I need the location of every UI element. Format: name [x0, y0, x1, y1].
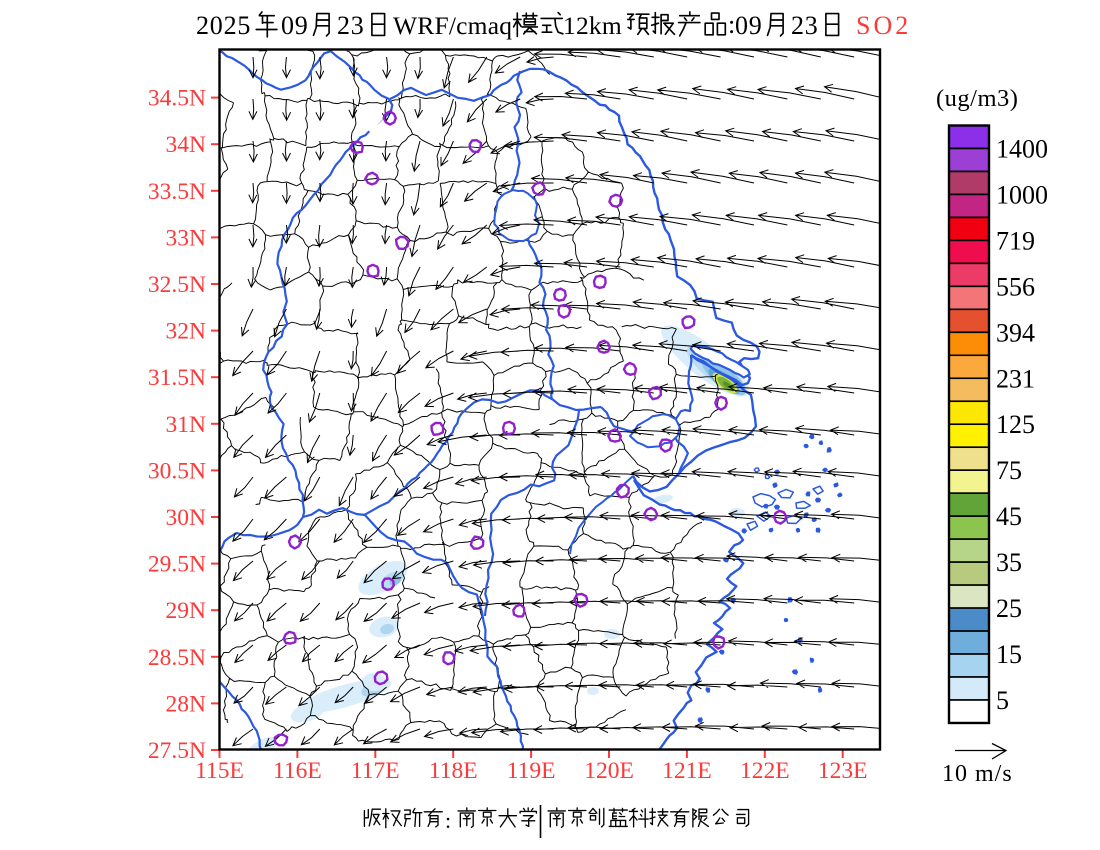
svg-text:123E: 123E — [818, 758, 868, 784]
svg-text:1000: 1000 — [996, 180, 1048, 209]
svg-text:28.5N: 28.5N — [148, 645, 206, 671]
svg-text:117E: 117E — [351, 758, 400, 784]
svg-text:SO2: SO2 — [856, 11, 911, 40]
svg-text:2025: 2025 — [196, 11, 251, 40]
svg-text:23: 23 — [337, 11, 365, 40]
svg-text:32N: 32N — [166, 319, 207, 345]
svg-text:118E: 118E — [429, 758, 478, 784]
svg-text:45: 45 — [996, 502, 1022, 531]
svg-text:28N: 28N — [166, 691, 207, 717]
svg-text:122E: 122E — [740, 758, 790, 784]
svg-text:1400: 1400 — [996, 135, 1048, 164]
svg-text:23: 23 — [791, 11, 819, 40]
svg-text:31.5N: 31.5N — [148, 365, 206, 391]
svg-text::: : — [445, 808, 451, 833]
svg-text:35: 35 — [996, 548, 1022, 577]
svg-text:34N: 34N — [166, 132, 207, 158]
svg-text:29.5N: 29.5N — [148, 552, 206, 578]
svg-text:31N: 31N — [166, 412, 207, 438]
svg-text:394: 394 — [996, 318, 1035, 347]
svg-text:09: 09 — [735, 11, 763, 40]
svg-text:10 m/s: 10 m/s — [942, 761, 1013, 787]
svg-text:(ug/m3): (ug/m3) — [936, 85, 1018, 112]
svg-text::: : — [728, 10, 735, 39]
svg-text:29N: 29N — [166, 598, 207, 624]
svg-text:119E: 119E — [507, 758, 556, 784]
svg-text:34.5N: 34.5N — [148, 86, 206, 112]
svg-text:32.5N: 32.5N — [148, 272, 206, 298]
svg-text:5: 5 — [996, 686, 1009, 715]
svg-text:30N: 30N — [166, 505, 207, 531]
svg-text:719: 719 — [996, 226, 1035, 255]
svg-text:33N: 33N — [166, 225, 207, 251]
svg-text:125: 125 — [996, 410, 1035, 439]
svg-text:120E: 120E — [584, 758, 634, 784]
svg-text:115E: 115E — [195, 758, 244, 784]
svg-text:WRF/cmaq: WRF/cmaq — [393, 11, 512, 40]
svg-text:231: 231 — [996, 364, 1035, 393]
svg-text:75: 75 — [996, 456, 1022, 485]
svg-text:25: 25 — [996, 594, 1022, 623]
svg-text:556: 556 — [996, 272, 1035, 301]
svg-text:15: 15 — [996, 640, 1022, 669]
svg-text:09: 09 — [281, 11, 309, 40]
svg-text:116E: 116E — [273, 758, 322, 784]
svg-text:121E: 121E — [662, 758, 712, 784]
svg-text:27.5N: 27.5N — [148, 738, 206, 764]
svg-text:30.5N: 30.5N — [148, 458, 206, 484]
svg-text:12km: 12km — [563, 11, 622, 40]
svg-text:33.5N: 33.5N — [148, 179, 206, 205]
